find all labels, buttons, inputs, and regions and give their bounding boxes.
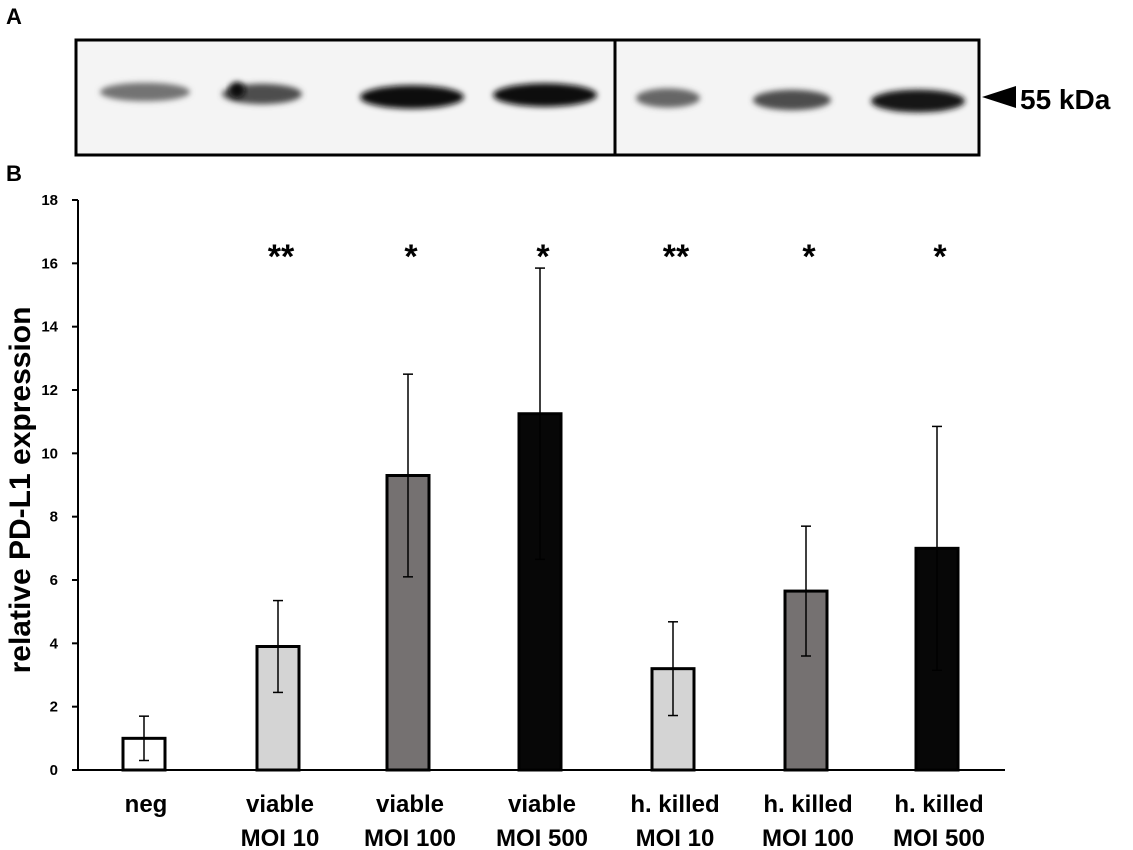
y-axis-ticks: 0 2 4 6 8 10 12 14 16 18	[41, 192, 78, 779]
blot-band	[493, 83, 597, 107]
x-tick-label: MOI 500	[893, 825, 985, 850]
y-tick-label: 10	[41, 445, 58, 462]
significance-marker: **	[268, 238, 295, 276]
y-tick-label: 4	[50, 635, 59, 652]
x-tick-label: MOI 100	[762, 825, 854, 850]
y-tick-label: 6	[50, 572, 58, 589]
x-tick-label: MOI 100	[364, 825, 456, 850]
blot-band	[360, 85, 464, 109]
x-tick-label: MOI 10	[636, 825, 715, 850]
y-tick-label: 2	[50, 699, 58, 716]
panel-b-label: B	[6, 161, 22, 186]
x-tick-label: neg	[125, 791, 168, 818]
y-tick-label: 18	[41, 192, 58, 209]
x-tick-label: viable	[376, 791, 444, 818]
significance-marker: *	[802, 238, 816, 276]
panel-a-label: A	[6, 4, 22, 29]
significance-marker: *	[404, 238, 418, 276]
significance-marker: *	[933, 238, 947, 276]
error-bars	[139, 267, 942, 762]
y-tick-label: 14	[41, 319, 58, 336]
significance-marker: **	[663, 238, 690, 276]
x-tick-label: h. killed	[894, 791, 983, 818]
significance-marker: *	[536, 238, 550, 276]
x-tick-label: MOI 10	[241, 825, 320, 850]
x-tick-label: MOI 500	[496, 825, 588, 850]
blot-band	[871, 89, 965, 113]
significance-markers: ** * * ** * *	[268, 238, 948, 276]
blot-band	[753, 89, 831, 111]
blot-band	[636, 88, 700, 108]
western-blot: 55 kDa	[74, 38, 1111, 157]
y-tick-label: 12	[41, 382, 58, 399]
blot-bands	[100, 82, 965, 113]
blot-band	[100, 82, 190, 102]
y-tick-label: 0	[50, 762, 58, 779]
x-tick-label: viable	[508, 791, 576, 818]
x-tick-label: h. killed	[763, 791, 852, 818]
x-tick-label: viable	[246, 791, 314, 818]
y-axis-label: relative PD-L1 expression	[4, 307, 37, 674]
x-tick-label: h. killed	[630, 791, 719, 818]
x-axis-labels: neg viable MOI 10 viable MOI 100 viable MOI 50…	[125, 791, 985, 850]
blot-spot	[229, 82, 245, 98]
y-tick-label: 16	[41, 255, 58, 272]
y-tick-label: 8	[50, 509, 58, 526]
marker-arrow-icon	[982, 86, 1016, 108]
marker-label: 55 kDa	[1020, 84, 1111, 115]
